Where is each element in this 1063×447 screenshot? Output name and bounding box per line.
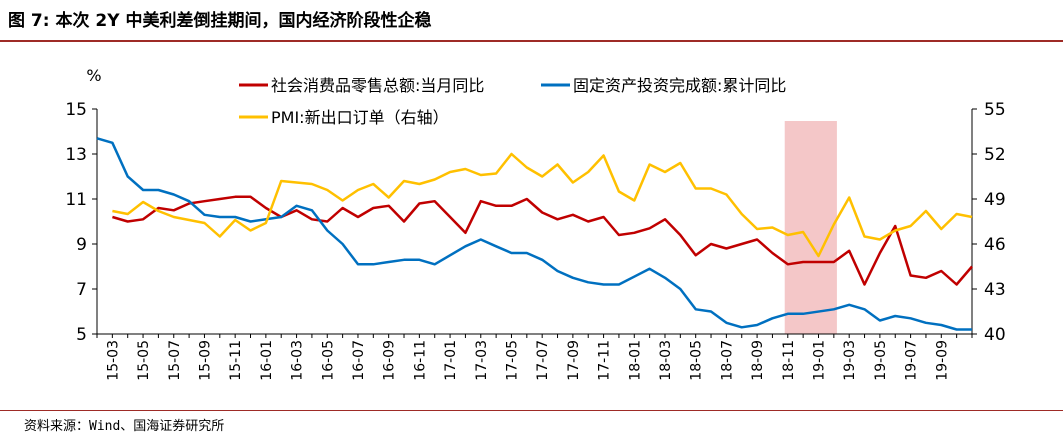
title-divider bbox=[0, 40, 1063, 42]
x-tick-label: 16-01 bbox=[259, 340, 275, 381]
legend-label-2: 固定资产投资完成额:累计同比 bbox=[573, 76, 786, 95]
y-right-tick-label: 46 bbox=[984, 235, 1006, 255]
x-tick-label: 19-03 bbox=[842, 340, 858, 381]
x-tick-label: 18-07 bbox=[719, 340, 735, 381]
series-line-3 bbox=[112, 152, 973, 258]
y-left-tick-label: 9 bbox=[76, 235, 87, 255]
x-tick-label: 15-05 bbox=[136, 340, 152, 381]
y-unit-label: % bbox=[86, 66, 101, 85]
x-tick-label: 16-03 bbox=[290, 340, 306, 381]
x-tick-label: 19-09 bbox=[934, 340, 950, 381]
y-left-tick-label: 13 bbox=[65, 145, 87, 165]
x-tick-label: 17-07 bbox=[535, 340, 551, 381]
source-divider bbox=[0, 410, 1063, 411]
x-tick-label: 18-03 bbox=[658, 340, 674, 381]
y-left-tick-label: 11 bbox=[65, 190, 87, 210]
x-tick-label: 15-09 bbox=[197, 340, 213, 381]
y-right-tick-label: 40 bbox=[984, 325, 1006, 345]
y-right-tick-label: 55 bbox=[984, 100, 1006, 120]
y-right-tick-label: 49 bbox=[984, 190, 1006, 210]
x-tick-label: 18-09 bbox=[750, 340, 766, 381]
y-left-tick-label: 5 bbox=[76, 325, 87, 345]
x-tick-label: 16-09 bbox=[382, 340, 398, 381]
x-tick-label: 17-05 bbox=[504, 340, 520, 381]
line-chart: 5 7 9 11 13 15 40 43 46 49 52 55% 15-03 15-05 15-07 15-… bbox=[65, 66, 1006, 381]
x-tick-label: 17-09 bbox=[566, 340, 582, 381]
x-tick-label: 16-11 bbox=[412, 340, 428, 381]
x-tick-label: 19-07 bbox=[904, 340, 920, 381]
x-tick-label: 18-01 bbox=[627, 340, 643, 381]
x-tick-label: 16-07 bbox=[351, 340, 367, 381]
y-left-tick-label: 15 bbox=[65, 100, 87, 120]
chart-source: 资料来源：Wind、国海证券研究所 bbox=[24, 419, 225, 434]
x-tick-label: 18-11 bbox=[781, 340, 797, 381]
x-tick-label: 19-05 bbox=[873, 340, 889, 381]
x-tick-label: 15-11 bbox=[228, 340, 244, 381]
y-right-tick-label: 43 bbox=[984, 280, 1006, 300]
x-tick-label: 17-01 bbox=[443, 340, 459, 381]
x-tick-label: 19-01 bbox=[811, 340, 827, 381]
x-tick-label: 15-07 bbox=[167, 340, 183, 381]
x-tick-label: 16-05 bbox=[320, 340, 336, 381]
chart-title: 图 7: 本次 2Y 中美利差倒挂期间，国内经济阶段性企稳 bbox=[8, 11, 432, 31]
x-tick-label: 17-11 bbox=[597, 340, 613, 381]
shaded-region bbox=[784, 121, 837, 334]
x-tick-label: 15-03 bbox=[105, 340, 121, 381]
series-line-1 bbox=[112, 195, 973, 286]
x-tick-label: 17-03 bbox=[474, 340, 490, 381]
y-right-tick-label: 52 bbox=[984, 145, 1006, 165]
series-line-2 bbox=[96, 137, 972, 331]
legend-label-1: 社会消费品零售总额:当月同比 bbox=[271, 76, 484, 95]
legend-label-3: PMI:新出口订单（右轴） bbox=[271, 108, 449, 127]
y-left-tick-label: 7 bbox=[76, 280, 87, 300]
x-tick-label: 18-05 bbox=[689, 340, 705, 381]
